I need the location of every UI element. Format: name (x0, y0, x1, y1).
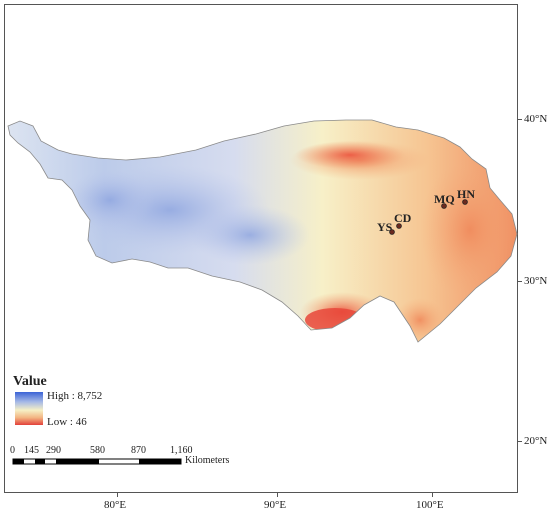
plateau-boundary (7, 119, 518, 343)
site-label-hn: HN (457, 187, 475, 201)
lon-label-90e: 90°E (264, 499, 287, 511)
scale-tick-0: 0 (10, 445, 15, 456)
site-marker-ys (389, 229, 395, 235)
scale-tick-1160: 1,160 (170, 445, 193, 456)
lon-label-80e: 80°E (104, 499, 127, 511)
legend-high-label: High : 8,752 (47, 390, 103, 402)
site-label-cd: CD (394, 211, 412, 225)
scale-unit-label: Kilometers (185, 455, 230, 466)
lat-label-20n: 20°N (524, 435, 548, 447)
scale-tick-290: 290 (46, 445, 61, 456)
legend-title: Value (13, 374, 47, 389)
scale-tick-580: 580 (90, 445, 105, 456)
site-label-mq: MQ (434, 192, 455, 206)
site-label-ys: YS (377, 220, 393, 234)
site-marker-hn (462, 199, 468, 205)
site-markers (389, 199, 468, 235)
legend-color-ramp (15, 392, 43, 425)
scale-tick-145: 145 (24, 445, 39, 456)
site-marker-mq (441, 203, 447, 209)
site-marker-cd (396, 223, 402, 229)
scale-tick-870: 870 (131, 445, 146, 456)
lat-label-30n: 30°N (524, 275, 548, 287)
lon-label-100e: 100°E (416, 499, 444, 511)
lat-label-40n: 40°N (524, 113, 548, 125)
scale-bar-graphic (12, 458, 182, 465)
graticule-ticks (117, 119, 522, 497)
legend-low-label: Low : 46 (47, 416, 87, 428)
